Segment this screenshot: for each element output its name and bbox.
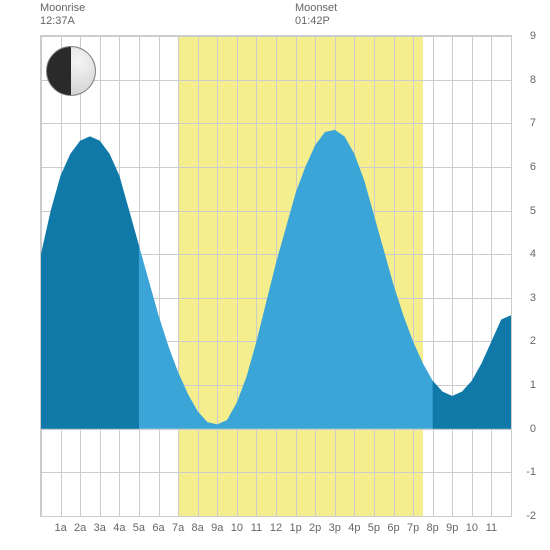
moon-phase-icon <box>46 46 96 96</box>
x-tick-label: 9p <box>446 522 458 534</box>
moonrise-label: Moonrise <box>40 2 85 14</box>
y-tick-label: 4 <box>530 248 536 260</box>
x-tick-label: 7p <box>407 522 419 534</box>
x-tick-label: 1p <box>289 522 301 534</box>
y-tick-label: 9 <box>530 30 536 42</box>
moonset-time: 01:42P <box>295 15 330 27</box>
y-tick-label: 6 <box>530 161 536 173</box>
grid-line-h <box>41 516 511 517</box>
y-tick-label: 1 <box>530 379 536 391</box>
y-tick-label: 2 <box>530 335 536 347</box>
x-tick-label: 10 <box>466 522 478 534</box>
y-tick-label: 0 <box>530 423 536 435</box>
x-tick-label: 8a <box>192 522 204 534</box>
x-tick-label: 5a <box>133 522 145 534</box>
x-tick-label: 8p <box>427 522 439 534</box>
x-tick-label: 11 <box>486 522 497 534</box>
y-tick-label: 7 <box>530 117 536 129</box>
tide-chart: -2-101234567891a2a3a4a5a6a7a8a9a1011121p… <box>40 35 512 517</box>
x-tick-label: 7a <box>172 522 184 534</box>
x-tick-label: 4a <box>113 522 125 534</box>
y-tick-label: 5 <box>530 205 536 217</box>
x-tick-label: 5p <box>368 522 380 534</box>
y-tick-label: 8 <box>530 74 536 86</box>
x-tick-label: 3a <box>94 522 106 534</box>
x-tick-label: 6p <box>387 522 399 534</box>
x-tick-label: 3p <box>329 522 341 534</box>
x-tick-label: 10 <box>231 522 243 534</box>
moonrise-time: 12:37A <box>40 15 75 27</box>
moonset-label: Moonset <box>295 2 337 14</box>
y-tick-label: -2 <box>526 510 536 522</box>
grid-line-v <box>511 36 512 516</box>
y-tick-label: -1 <box>526 466 536 478</box>
tide-curve <box>41 36 511 516</box>
x-tick-label: 2a <box>74 522 86 534</box>
x-tick-label: 12 <box>270 522 282 534</box>
x-tick-label: 1a <box>54 522 66 534</box>
x-tick-label: 4p <box>348 522 360 534</box>
x-tick-label: 9a <box>211 522 223 534</box>
x-tick-label: 2p <box>309 522 321 534</box>
y-tick-label: 3 <box>530 292 536 304</box>
x-tick-label: 6a <box>152 522 164 534</box>
x-tick-label: 11 <box>251 522 262 534</box>
